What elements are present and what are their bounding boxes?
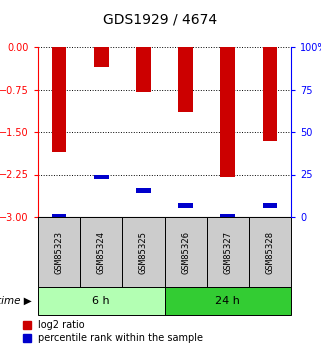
Bar: [263, 204, 277, 208]
Bar: [249, 217, 291, 287]
Text: GSM85326: GSM85326: [181, 230, 190, 274]
Bar: [136, 47, 151, 92]
Legend: log2 ratio, percentile rank within the sample: log2 ratio, percentile rank within the s…: [21, 318, 205, 345]
Text: GSM85323: GSM85323: [55, 230, 64, 274]
Text: 24 h: 24 h: [215, 296, 240, 306]
Text: time ▶: time ▶: [0, 296, 31, 306]
Text: GSM85325: GSM85325: [139, 230, 148, 274]
Bar: [221, 47, 235, 177]
Bar: [207, 217, 249, 287]
Bar: [164, 217, 207, 287]
Bar: [221, 214, 235, 218]
Bar: [122, 217, 164, 287]
Bar: [94, 47, 108, 67]
Text: 6 h: 6 h: [92, 296, 110, 306]
Bar: [94, 175, 108, 179]
Text: GDS1929 / 4674: GDS1929 / 4674: [103, 12, 218, 26]
Text: GSM85324: GSM85324: [97, 230, 106, 274]
Bar: [178, 204, 193, 208]
Bar: [80, 217, 122, 287]
Bar: [263, 47, 277, 140]
Bar: [52, 47, 66, 152]
Bar: [52, 214, 66, 218]
Bar: [38, 217, 80, 287]
Text: GSM85328: GSM85328: [265, 230, 274, 274]
Bar: [164, 287, 291, 315]
Text: GSM85327: GSM85327: [223, 230, 232, 274]
Bar: [136, 188, 151, 193]
Bar: [178, 47, 193, 112]
Bar: [38, 287, 164, 315]
